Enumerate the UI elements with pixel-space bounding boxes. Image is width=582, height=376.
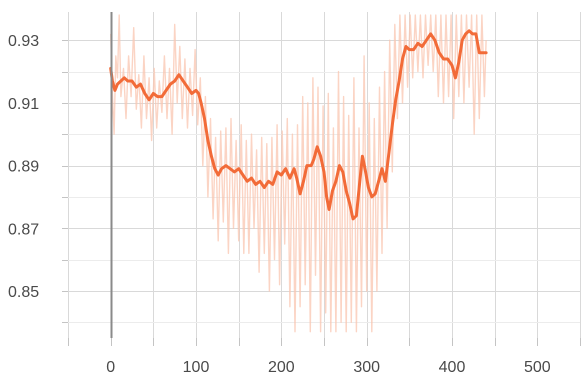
y-tick-label: 0.93: [8, 33, 39, 50]
raw-series-layer: [110, 14, 487, 333]
y-tick-label: 0.89: [8, 159, 39, 176]
x-tick-label: 0: [106, 359, 115, 376]
y-tick-label: 0.87: [8, 221, 39, 238]
x-tick-label: 200: [268, 359, 295, 376]
x-tick-label: 500: [524, 359, 551, 376]
y-tick-label: 0.91: [8, 96, 39, 113]
x-tick-label: 400: [439, 359, 466, 376]
x-tick-label: 300: [353, 359, 380, 376]
y-tick-label: 0.85: [8, 284, 39, 301]
raw-series-line: [110, 14, 487, 333]
smoothed-series-layer: [109, 29, 488, 221]
x-tick-label: 100: [183, 359, 210, 376]
axes: 0 100 200 300 400 500 0.85 0.87 0.89 0.91 0.93: [8, 12, 551, 376]
smoothed-series-line: [109, 29, 488, 221]
